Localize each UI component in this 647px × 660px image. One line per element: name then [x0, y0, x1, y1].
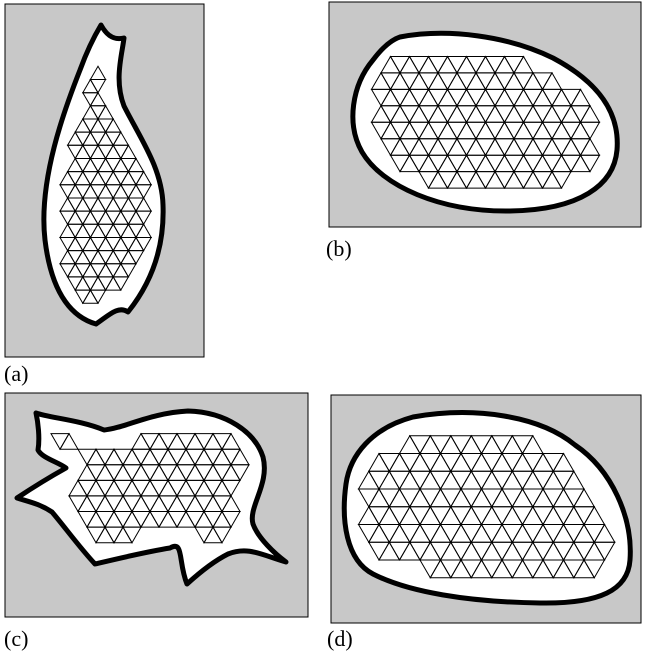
panel-d-mesh-triangle: [429, 558, 452, 579]
panel-d-mesh-triangle: [572, 558, 596, 579]
panel-d-mesh-triangle: [531, 558, 555, 579]
panel-a-mesh-triangle: [104, 275, 122, 291]
panel-c-mesh: [50, 432, 250, 544]
panel-d-boundary-outline: [341, 410, 633, 606]
panel-c-mesh-triangle: [113, 526, 133, 544]
caption-c: (c): [4, 626, 29, 651]
caption-d: (d): [327, 626, 353, 651]
panel-b-mesh-triangle: [427, 170, 449, 189]
panel-d-mesh-triangle: [378, 541, 401, 561]
panel-b-mesh-triangle: [446, 170, 468, 189]
panel-d-mesh-triangle: [511, 558, 534, 579]
panel-c-mesh-triangle: [158, 510, 178, 528]
panel-d-mesh: [357, 434, 616, 579]
panel-c: [4, 392, 309, 618]
panel-c-mesh-triangle: [59, 432, 79, 450]
caption-b: (b): [326, 236, 352, 261]
panel-d-mesh-triangle: [470, 558, 493, 579]
panel-b-mesh: [370, 55, 601, 190]
panel-a-mesh: [59, 65, 153, 305]
panel-d-mesh-triangle: [449, 558, 473, 579]
panel-d: [330, 394, 642, 624]
panel-b-mesh-triangle: [503, 170, 525, 189]
panel-b-mesh-triangle: [522, 170, 544, 189]
panel-b-mesh-triangle: [484, 170, 506, 189]
panel-b-mesh-triangle: [541, 170, 563, 189]
panel-c-mesh-triangle: [95, 526, 115, 544]
panel-a-mesh-triangle: [81, 289, 99, 304]
panel-d-mesh-triangle: [398, 541, 421, 561]
panel-b-mesh-triangle: [465, 170, 487, 189]
panel-c-mesh-triangle: [203, 526, 223, 544]
panel-a: [4, 3, 205, 358]
panel-c-mesh-triangle: [140, 510, 160, 528]
panel-c-boundary-outline: [14, 408, 289, 587]
panel-b-mesh-triangle: [570, 154, 591, 173]
panel-b: [328, 1, 642, 228]
panel-d-mesh-triangle: [552, 558, 575, 579]
panel-d-mesh-triangle: [490, 558, 514, 579]
panel-a-boundary-outline: [41, 22, 166, 327]
caption-a: (a): [4, 361, 29, 386]
panel-a-boundary: [43, 25, 164, 324]
panel-b-mesh-triangle: [399, 154, 420, 173]
panel-b-boundary-outline: [350, 30, 620, 214]
panel-c-mesh-triangle: [176, 510, 196, 528]
